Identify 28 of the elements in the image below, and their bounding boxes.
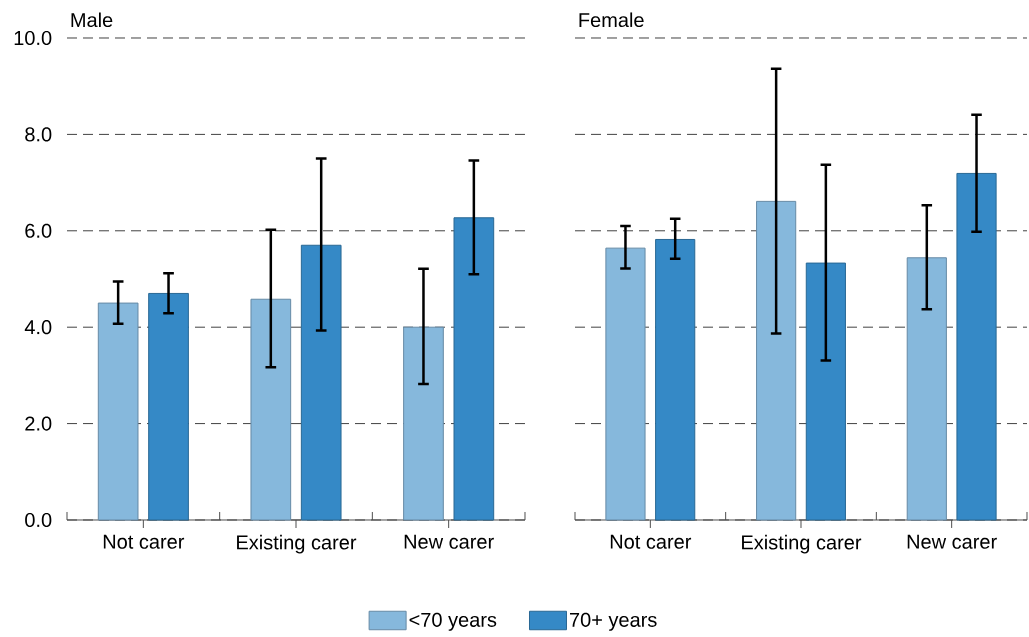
chart-title: Female bbox=[579, 12, 644, 28]
x-tick-label: New carer bbox=[404, 534, 494, 549]
x-tick-label: Not carer bbox=[610, 534, 692, 549]
legend-label: <70 years bbox=[409, 612, 497, 631]
chart-title: Male bbox=[71, 12, 113, 28]
bar bbox=[300, 244, 342, 521]
x-tick-label: Existing carer bbox=[742, 534, 862, 554]
y-tick-label: 6.0 bbox=[25, 223, 52, 238]
bar bbox=[250, 298, 292, 521]
bar bbox=[956, 172, 997, 521]
bar bbox=[655, 238, 696, 521]
bar bbox=[605, 247, 646, 521]
bar bbox=[97, 302, 139, 521]
y-tick-label: 2.0 bbox=[25, 416, 52, 431]
bar bbox=[906, 257, 947, 521]
x-tick-label: New carer bbox=[907, 534, 997, 549]
legend-label: 70+ years bbox=[570, 612, 657, 631]
y-tick-label: 4.0 bbox=[24, 320, 52, 335]
x-tick-label: Existing carer bbox=[237, 534, 357, 554]
bar bbox=[403, 326, 444, 521]
bar bbox=[148, 292, 189, 521]
y-tick-label: 8.0 bbox=[25, 127, 52, 142]
x-tick-label: Not carer bbox=[103, 534, 185, 549]
bar bbox=[756, 200, 797, 521]
bar bbox=[805, 262, 846, 521]
y-tick-label: 10.0 bbox=[14, 30, 52, 46]
y-tick-label: 0.0 bbox=[25, 512, 52, 528]
bar bbox=[453, 217, 495, 521]
